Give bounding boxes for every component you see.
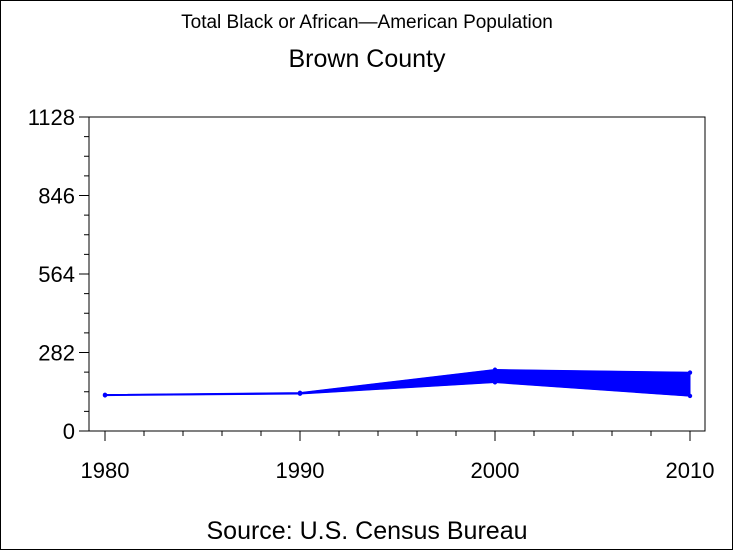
chart-marks <box>102 367 693 399</box>
x-tick-label: 1990 <box>276 458 325 483</box>
data-point <box>492 367 498 372</box>
area-band <box>104 369 691 397</box>
chart-axes: 0 282 564 846 1128 1980 1990 2000 2010 <box>28 105 715 483</box>
data-point <box>687 370 693 375</box>
chart-footnote: Source: U.S. Census Bureau <box>207 517 528 545</box>
y-tick-label: 1128 <box>28 105 75 130</box>
data-point <box>687 393 693 399</box>
data-point <box>102 393 108 398</box>
x-tick-label: 2010 <box>666 458 715 483</box>
data-point <box>492 380 498 385</box>
y-tick-label: 0 <box>63 419 75 444</box>
y-tick-label: 846 <box>38 184 75 209</box>
x-tick-label: 2000 <box>471 458 520 483</box>
chart-title: Total Black or African—American Populati… <box>181 12 553 33</box>
y-tick-label: 564 <box>38 262 75 287</box>
chart-subtitle: Brown County <box>288 45 446 73</box>
series-line-1 <box>104 381 691 397</box>
x-tick-label: 1980 <box>81 458 130 483</box>
data-point <box>297 391 303 396</box>
y-tick-label: 282 <box>38 341 75 366</box>
